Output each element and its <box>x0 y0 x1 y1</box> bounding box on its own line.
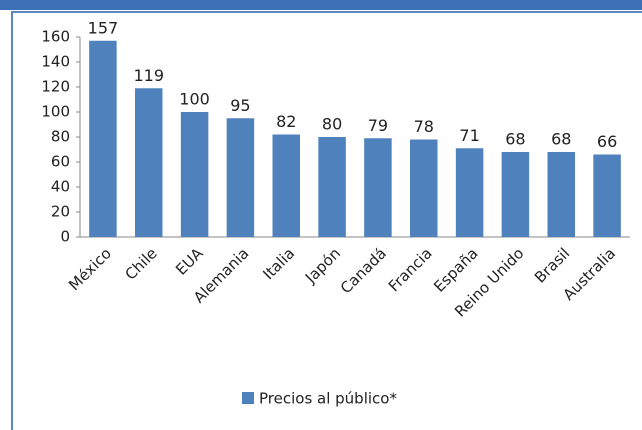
bar <box>593 154 621 237</box>
bar <box>272 134 300 237</box>
y-tick-label: 80 <box>51 128 70 146</box>
bar <box>547 152 575 237</box>
x-tick-label: Brasil <box>531 244 573 286</box>
data-label: 95 <box>230 96 250 115</box>
x-tick-label: Chile <box>121 244 160 283</box>
data-label: 68 <box>551 130 571 149</box>
bar <box>318 137 346 237</box>
y-tick-label: 100 <box>41 103 70 121</box>
legend-label: Precios al público* <box>259 390 397 408</box>
data-label: 119 <box>133 66 164 85</box>
y-tick-label: 40 <box>51 178 70 196</box>
y-tick-label: 60 <box>51 153 70 171</box>
x-tick-label: EUA <box>172 244 207 279</box>
y-tick-label: 0 <box>60 228 70 246</box>
data-label: 79 <box>368 116 388 135</box>
bar <box>180 112 209 237</box>
bar <box>410 139 438 237</box>
data-label: 157 <box>88 18 119 37</box>
legend-swatch <box>242 392 254 404</box>
data-label: 68 <box>505 130 525 149</box>
x-tick-label: México <box>65 244 115 294</box>
data-label: 100 <box>179 90 210 109</box>
y-tick-label: 120 <box>41 78 70 96</box>
bar <box>89 40 117 237</box>
data-label: 66 <box>597 132 617 151</box>
data-label: 78 <box>414 117 434 136</box>
x-tick-label: Francia <box>385 244 436 295</box>
bar <box>226 118 255 237</box>
y-tick-label: 160 <box>41 28 70 46</box>
x-tick-label: Japón <box>301 244 344 287</box>
bar <box>135 88 163 237</box>
chart-frame <box>11 11 642 430</box>
y-tick-label: 140 <box>41 53 70 71</box>
data-label: 71 <box>459 126 479 145</box>
bar <box>364 138 392 237</box>
y-tick-label: 20 <box>51 203 70 221</box>
bar <box>501 152 530 237</box>
x-tick-label: Italia <box>259 244 298 283</box>
data-label: 80 <box>322 115 342 134</box>
data-label: 82 <box>276 112 296 131</box>
header-band <box>0 0 642 10</box>
x-tick-label: Canadá <box>337 244 390 297</box>
bar <box>455 148 484 237</box>
